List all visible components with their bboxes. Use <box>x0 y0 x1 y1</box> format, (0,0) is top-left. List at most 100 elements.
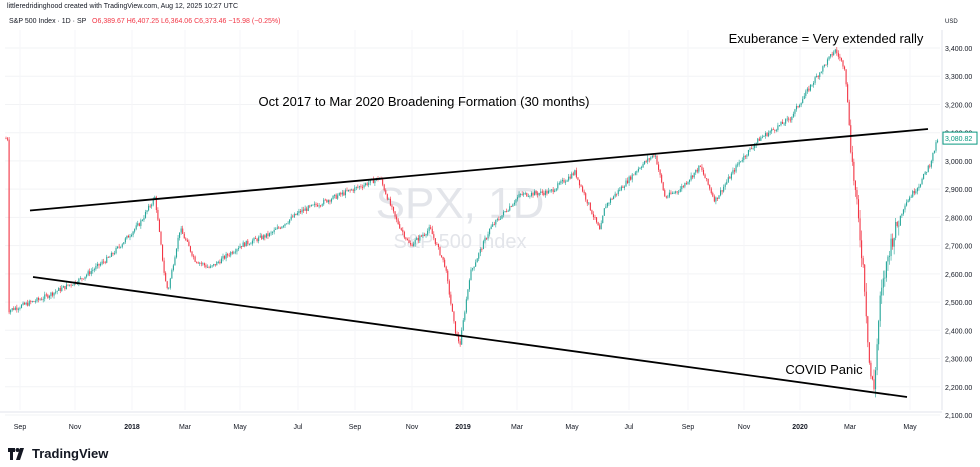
candle-body <box>220 258 222 264</box>
candle-body <box>819 72 821 77</box>
candle-body <box>823 64 825 67</box>
candle-body <box>59 288 61 292</box>
candle-body <box>644 161 646 164</box>
candle-body <box>134 229 136 232</box>
candle-body <box>504 211 506 212</box>
candle-body <box>103 261 105 263</box>
candle-body <box>171 270 173 279</box>
candle-body <box>337 195 339 199</box>
candle-body <box>532 192 534 196</box>
candle-body <box>470 269 472 281</box>
candle-body <box>836 49 838 54</box>
candle-body <box>496 219 498 221</box>
candle-body <box>754 145 756 149</box>
candle-body <box>724 184 726 187</box>
candle-body <box>671 192 674 194</box>
candle-body <box>188 241 190 247</box>
y-tick-label: 3,300.00 <box>945 74 972 81</box>
candle-body <box>912 190 914 197</box>
candle-body <box>520 193 522 195</box>
candle-body <box>851 152 853 162</box>
candle-body <box>31 301 33 302</box>
x-tick-label: Nov <box>69 424 82 431</box>
candle-body <box>546 190 548 194</box>
candle-body <box>510 206 512 208</box>
candle-body <box>639 168 641 169</box>
candle-body <box>552 189 554 192</box>
candle-body <box>65 284 67 290</box>
candle-body <box>761 136 763 138</box>
candle-body <box>422 235 424 237</box>
candle-body <box>434 238 436 244</box>
candle-body <box>659 169 661 175</box>
candle-body <box>873 379 875 390</box>
candle-body <box>107 256 109 258</box>
candle-body <box>895 221 897 238</box>
candle-body <box>272 232 274 233</box>
candle-body <box>464 312 466 321</box>
candle-body <box>583 191 585 194</box>
candle-body <box>439 246 441 256</box>
candle-body <box>363 185 365 188</box>
candle-body <box>459 341 461 345</box>
candle-body <box>456 333 458 335</box>
candle-body <box>554 190 556 192</box>
candle-body <box>344 190 346 196</box>
candle-body <box>115 248 117 254</box>
candle-body <box>844 66 846 70</box>
candle-body <box>417 237 419 241</box>
candle-body <box>183 233 185 239</box>
watermark-title: SPX, 1D <box>376 179 545 228</box>
annotations-layer: Exuberance = Very extended rally Oct 2017… <box>259 31 924 377</box>
candle-body <box>290 216 292 220</box>
candle-body <box>678 191 680 193</box>
candle-body <box>230 252 232 256</box>
candle-body <box>117 246 119 249</box>
candle-body <box>81 278 83 279</box>
candle-body <box>774 129 776 131</box>
y-tick-label: 3,000.00 <box>945 159 972 166</box>
x-tick-label: Jul <box>625 424 634 431</box>
candle-body <box>58 288 60 291</box>
upper-trendline[interactable] <box>29 128 929 212</box>
annotation-covid-panic[interactable]: COVID Panic <box>785 362 863 377</box>
candle-body <box>196 261 198 263</box>
chart-grid <box>5 30 940 416</box>
candle-body <box>327 200 329 203</box>
candle-body <box>515 199 517 203</box>
candle-body <box>909 197 911 201</box>
candle-body <box>792 113 794 117</box>
candle-body <box>389 198 391 206</box>
candle-body <box>233 252 235 254</box>
candle-body <box>430 227 432 229</box>
candle-body <box>34 301 36 303</box>
candle-body <box>441 255 443 257</box>
candle-body <box>39 299 41 301</box>
candle-body <box>250 243 252 245</box>
candle-body <box>899 215 901 226</box>
candle-body <box>634 172 636 175</box>
candle-body <box>650 157 652 160</box>
candle-body <box>414 240 416 244</box>
candle-body <box>778 125 780 126</box>
candle-body <box>451 303 453 312</box>
candle-body <box>580 185 582 187</box>
candle-body <box>205 265 207 268</box>
candle-body <box>582 186 584 192</box>
candle-body <box>662 182 664 191</box>
candle-body <box>541 191 543 193</box>
trendlines-layer <box>29 128 929 398</box>
annotation-exuberance[interactable]: Exuberance = Very extended rally <box>729 31 924 46</box>
candle-body <box>805 91 807 96</box>
lower-trendline[interactable] <box>32 276 908 398</box>
candle-body <box>185 238 187 241</box>
candle-body <box>448 281 450 295</box>
annotation-broadening-formation[interactable]: Oct 2017 to Mar 2020 Broadening Formatio… <box>259 94 590 109</box>
candle-body <box>757 138 759 143</box>
candle-body <box>859 218 861 241</box>
price-chart[interactable]: SPX, 1D S&P 500 Index Exuberance = Very … <box>0 0 980 440</box>
candle-body <box>699 165 701 167</box>
candle-body <box>648 158 650 160</box>
symbol-label[interactable]: S&P 500 Index · 1D · SP <box>9 18 87 25</box>
candle-body <box>90 271 92 275</box>
